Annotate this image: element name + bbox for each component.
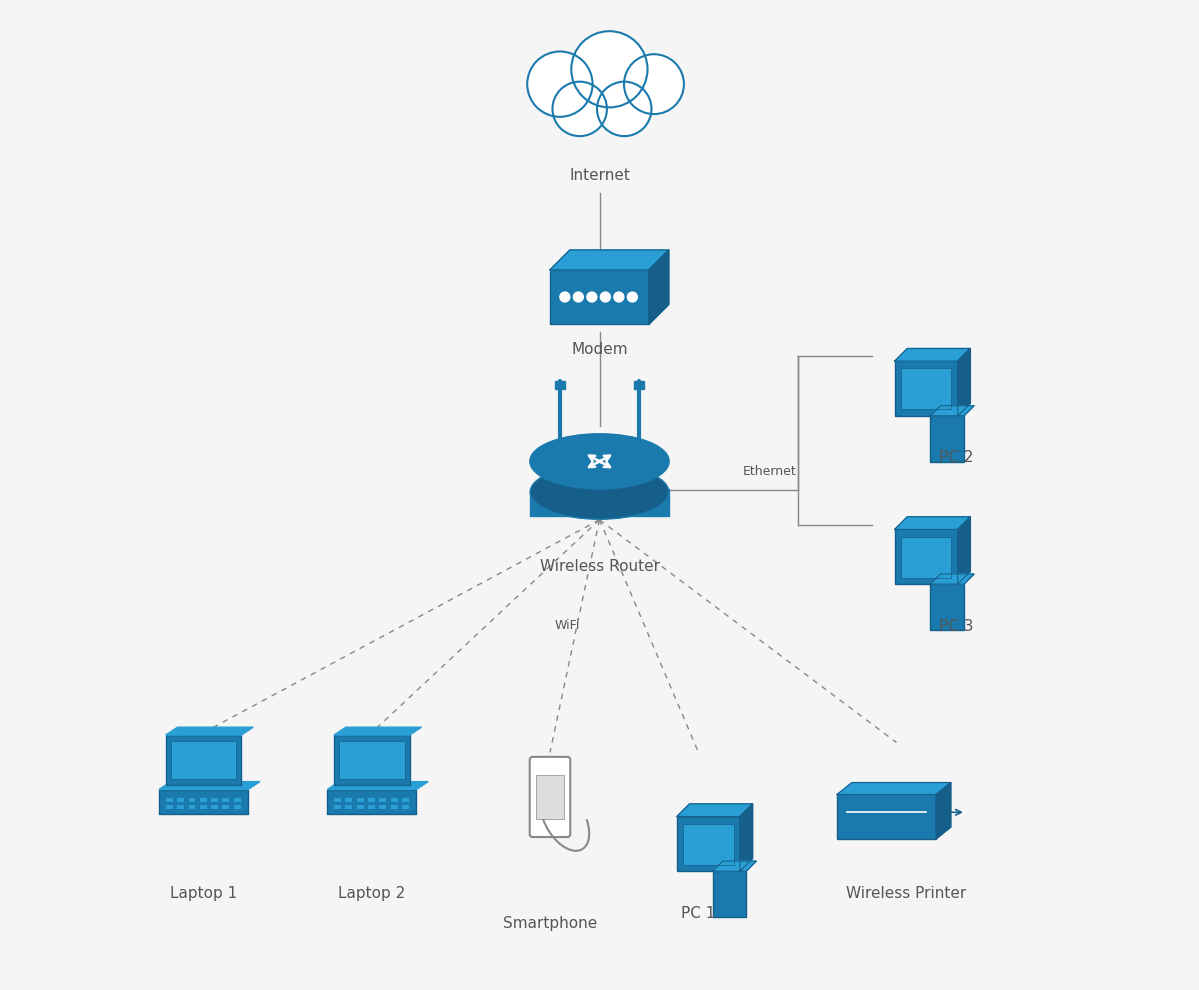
Polygon shape <box>159 782 260 790</box>
Text: Ethernet: Ethernet <box>743 465 797 478</box>
Bar <box>402 806 409 810</box>
Ellipse shape <box>530 464 669 519</box>
Bar <box>223 806 229 810</box>
FancyBboxPatch shape <box>159 790 248 814</box>
Bar <box>177 798 185 802</box>
Polygon shape <box>894 517 970 530</box>
Bar <box>223 798 229 802</box>
Text: WiFi: WiFi <box>555 619 580 632</box>
Bar <box>335 806 341 810</box>
Polygon shape <box>165 727 253 735</box>
Circle shape <box>623 54 683 114</box>
Circle shape <box>553 81 607 136</box>
Bar <box>345 806 353 810</box>
Text: PC 3: PC 3 <box>939 619 974 634</box>
Bar <box>165 798 173 802</box>
Text: PC 2: PC 2 <box>939 450 974 465</box>
Polygon shape <box>837 782 951 794</box>
FancyBboxPatch shape <box>900 368 952 409</box>
Bar <box>368 798 375 802</box>
Text: Laptop 1: Laptop 1 <box>170 886 237 901</box>
FancyBboxPatch shape <box>930 416 964 462</box>
Polygon shape <box>936 782 951 839</box>
Bar <box>335 798 341 802</box>
Circle shape <box>601 292 610 302</box>
Polygon shape <box>958 517 970 584</box>
Bar <box>200 798 206 802</box>
Polygon shape <box>740 804 753 871</box>
FancyBboxPatch shape <box>837 794 936 839</box>
Bar <box>357 806 363 810</box>
Circle shape <box>571 31 647 107</box>
Bar <box>391 806 398 810</box>
FancyBboxPatch shape <box>683 824 734 864</box>
FancyBboxPatch shape <box>894 530 958 584</box>
FancyBboxPatch shape <box>712 871 746 918</box>
Polygon shape <box>677 804 753 817</box>
Bar <box>177 806 185 810</box>
Bar <box>357 798 363 802</box>
Bar <box>555 381 565 389</box>
Bar <box>200 806 206 810</box>
FancyBboxPatch shape <box>530 756 571 837</box>
Bar <box>391 798 398 802</box>
Bar <box>634 381 644 389</box>
Bar <box>188 806 195 810</box>
Text: Wireless Printer: Wireless Printer <box>846 886 966 901</box>
FancyBboxPatch shape <box>530 489 669 517</box>
Bar <box>234 806 241 810</box>
Ellipse shape <box>530 434 669 488</box>
Bar <box>368 806 375 810</box>
FancyBboxPatch shape <box>165 735 241 784</box>
Circle shape <box>597 81 651 136</box>
Circle shape <box>528 51 592 117</box>
Bar <box>211 806 218 810</box>
Bar <box>345 798 353 802</box>
FancyBboxPatch shape <box>894 361 958 416</box>
FancyBboxPatch shape <box>335 735 410 784</box>
Polygon shape <box>550 250 669 270</box>
Text: Internet: Internet <box>570 168 629 183</box>
Bar <box>211 798 218 802</box>
Bar <box>379 798 386 802</box>
Text: Laptop 2: Laptop 2 <box>338 886 405 901</box>
FancyBboxPatch shape <box>677 817 740 871</box>
Polygon shape <box>894 348 970 361</box>
FancyBboxPatch shape <box>930 584 964 631</box>
Circle shape <box>627 292 638 302</box>
Circle shape <box>573 292 583 302</box>
Text: PC 1: PC 1 <box>681 906 716 921</box>
Bar <box>188 798 195 802</box>
Text: Smartphone: Smartphone <box>502 916 597 931</box>
Polygon shape <box>930 574 974 584</box>
Polygon shape <box>958 348 970 416</box>
Polygon shape <box>930 406 974 416</box>
FancyBboxPatch shape <box>550 269 649 325</box>
FancyBboxPatch shape <box>327 790 416 814</box>
FancyBboxPatch shape <box>536 774 564 820</box>
FancyBboxPatch shape <box>170 741 236 778</box>
Bar <box>234 798 241 802</box>
Polygon shape <box>335 727 422 735</box>
Polygon shape <box>712 861 757 871</box>
FancyBboxPatch shape <box>339 741 405 778</box>
Text: Wireless Router: Wireless Router <box>540 559 659 574</box>
Polygon shape <box>649 250 669 325</box>
Bar <box>379 806 386 810</box>
Circle shape <box>560 292 570 302</box>
Circle shape <box>586 292 597 302</box>
Bar <box>165 806 173 810</box>
Circle shape <box>614 292 623 302</box>
Bar <box>402 798 409 802</box>
FancyBboxPatch shape <box>900 537 952 577</box>
Polygon shape <box>327 782 428 790</box>
Text: Modem: Modem <box>571 342 628 356</box>
